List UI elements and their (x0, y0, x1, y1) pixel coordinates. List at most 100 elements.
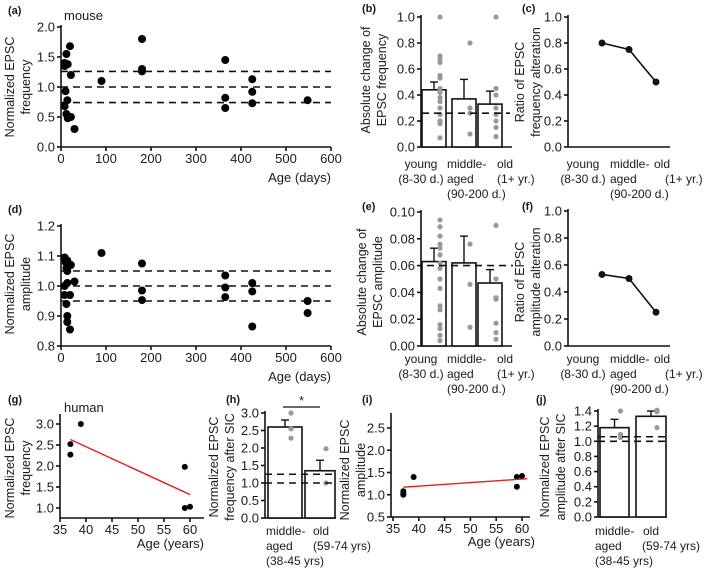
data-point (138, 286, 146, 295)
data-point (66, 42, 74, 51)
individual-dot (437, 303, 443, 309)
panel-label: (e) (362, 201, 376, 213)
data-point (625, 275, 633, 282)
y-tick-label: 1.0 (36, 501, 54, 516)
category-label: (1+ yr.) (665, 172, 703, 186)
individual-dot (493, 105, 499, 111)
category-label: old (643, 524, 659, 538)
x-tick-label: 200 (140, 151, 162, 166)
individual-dot (617, 408, 624, 414)
data-point (63, 60, 72, 69)
category-label: (8-30 d.) (560, 172, 605, 186)
bar (451, 98, 477, 148)
category-label: middle- (266, 524, 305, 538)
y-tick-label: 0.6 (397, 62, 415, 77)
y-tick-label: 0.4 (574, 479, 592, 494)
data-point (400, 491, 407, 498)
y-axis-label: Normalized EPSC (338, 420, 352, 521)
x-tick-label: 100 (95, 151, 117, 166)
y-axis-label: amplitude after SIC (554, 414, 568, 521)
x-tick-label: 50 (463, 521, 477, 536)
x-tick-label: 55 (489, 521, 503, 536)
individual-dot (467, 131, 473, 137)
individual-dot (437, 224, 443, 230)
individual-dot (437, 121, 443, 127)
individual-dot (493, 222, 499, 228)
data-point (303, 309, 312, 317)
data-point (248, 87, 257, 96)
y-axis-label: Ratio of EPSC (513, 42, 527, 123)
panel-label: (b) (362, 3, 376, 15)
individual-dot (437, 59, 443, 66)
individual-dot (323, 446, 329, 452)
category-label: old (654, 352, 670, 366)
data-point (248, 75, 257, 84)
bar (267, 426, 303, 519)
x-tick-label: 500 (275, 151, 297, 166)
y-tick-label: 1.4 (574, 404, 592, 419)
x-tick-label: 600 (320, 350, 342, 365)
y-tick-label: 1.0 (241, 476, 259, 491)
y-tick-label: 1.0 (37, 80, 55, 95)
individual-dot (493, 14, 499, 20)
y-tick-label: 0.06 (390, 258, 415, 273)
bar (451, 262, 477, 347)
category-label: aged (610, 367, 637, 381)
individual-dot (493, 85, 499, 92)
individual-dot (288, 426, 294, 432)
y-tick-label: 0.6 (574, 464, 592, 479)
category-label: middle- (595, 524, 634, 538)
data-point (303, 96, 312, 105)
individual-dot (437, 285, 443, 291)
data-point (248, 279, 257, 287)
x-axis-label: Age (days) (268, 369, 331, 384)
y-tick-label: 0.2 (544, 312, 562, 327)
y-tick-label: 1.5 (36, 480, 54, 495)
individual-dot (437, 245, 443, 251)
individual-dot (467, 281, 473, 287)
x-tick-label: 45 (437, 521, 451, 536)
category-label: old (654, 157, 670, 171)
individual-dot (493, 124, 499, 131)
x-tick-label: 40 (412, 521, 426, 536)
y-tick-label: 0.8 (37, 339, 55, 354)
individual-dot (467, 241, 473, 247)
category-label: (1+ yr.) (497, 172, 535, 186)
data-point (598, 270, 606, 278)
data-point (652, 308, 660, 316)
x-tick-label: 35 (386, 521, 400, 536)
y-tick-label: 2.5 (367, 421, 385, 436)
x-tick-label: 0 (57, 350, 64, 365)
bar (421, 260, 447, 347)
individual-dot (617, 434, 624, 441)
y-axis-label: amplitude alteration (529, 227, 543, 336)
x-tick-label: 35 (53, 522, 67, 537)
individual-dot (437, 260, 443, 266)
data-point (97, 77, 106, 85)
y-tick-label: 0.02 (390, 312, 415, 327)
panel-a: (a) mouse Normalized EPSC frequency 0.0 0.5 1.… (3, 5, 342, 185)
data-point (66, 291, 74, 299)
y-tick-label: 1.5 (367, 465, 385, 480)
panel-e: (e) Absolute change of EPSC amplitude 0.00 0… (355, 201, 535, 396)
category-label: middle- (447, 157, 486, 171)
panel-label: (j) (536, 394, 547, 406)
x-tick-label: 55 (157, 522, 171, 537)
data-point (70, 277, 79, 286)
panel-label: (g) (8, 394, 22, 406)
x-tick-label: 600 (320, 151, 342, 166)
y-tick-label: 1.5 (241, 458, 259, 473)
x-tick-label: 60 (183, 522, 197, 537)
y-tick-label: 0.5 (367, 510, 385, 525)
data-point (70, 125, 79, 133)
category-label: (1+ yr.) (665, 367, 703, 381)
category-label: (59-74 yrs) (313, 539, 371, 553)
data-point (77, 421, 84, 427)
category-label: (8-30 d.) (398, 172, 443, 186)
panel-h: (h)Normalized EPSC frequency after SIC 0.0… (207, 393, 371, 568)
data-point (138, 67, 146, 76)
bar (477, 103, 503, 148)
individual-dot (437, 252, 443, 258)
y-tick-label: 0.08 (390, 231, 415, 246)
y-tick-label: 2.5 (36, 438, 54, 453)
